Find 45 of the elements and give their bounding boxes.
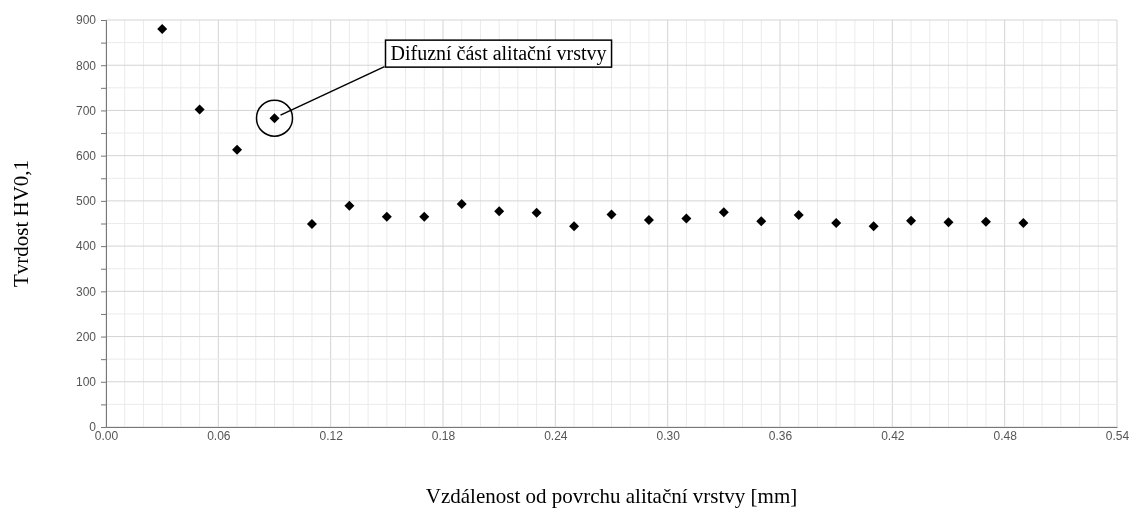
x-tick-label: 0.00 — [94, 428, 119, 443]
y-axis-title: Tvrdost HV0,1 — [9, 159, 33, 288]
x-tick-label: 0.48 — [993, 428, 1018, 443]
y-tick-label: 500 — [75, 194, 97, 209]
y-tick-label: 900 — [75, 13, 97, 28]
point — [344, 200, 355, 211]
point — [194, 104, 205, 115]
y-tick-label: 800 — [75, 58, 97, 73]
point — [831, 218, 842, 229]
x-tick-label: 0.36 — [768, 428, 793, 443]
annotation: Difuzní část alitační vrstvy — [390, 42, 607, 66]
point — [157, 24, 168, 35]
point — [381, 211, 392, 222]
x-tick-label: 0.54 — [1105, 428, 1130, 443]
point — [306, 218, 317, 229]
point — [494, 206, 505, 217]
y-tick-label: 300 — [75, 284, 97, 299]
x-tick-label: 0.18 — [431, 428, 456, 443]
point — [906, 215, 917, 226]
x-tick-label: 0.30 — [656, 428, 681, 443]
point — [868, 221, 879, 232]
point — [681, 213, 692, 224]
point — [606, 209, 617, 220]
point — [1018, 218, 1029, 229]
point — [643, 214, 654, 225]
point — [569, 221, 580, 232]
point — [718, 207, 729, 218]
y-tick-label: 700 — [75, 103, 97, 118]
point — [943, 217, 954, 228]
y-tick-label: 600 — [75, 149, 97, 164]
x-tick-label: 0.12 — [319, 428, 344, 443]
y-tick-label: 200 — [75, 329, 97, 344]
point — [756, 216, 767, 227]
point — [419, 211, 430, 222]
point — [232, 144, 243, 155]
point — [456, 199, 467, 210]
x-tick-label: 0.24 — [544, 428, 568, 443]
y-tick-label: 100 — [75, 375, 97, 390]
point — [793, 209, 804, 220]
x-axis-title: Vzdálenost od povrchu alitační vrstvy [mm] — [425, 484, 798, 508]
y-tick-label: 400 — [75, 239, 97, 254]
x-tick-label: 0.06 — [207, 428, 231, 443]
x-tick-label: 0.42 — [881, 428, 905, 443]
point — [531, 207, 542, 218]
point — [980, 216, 991, 227]
